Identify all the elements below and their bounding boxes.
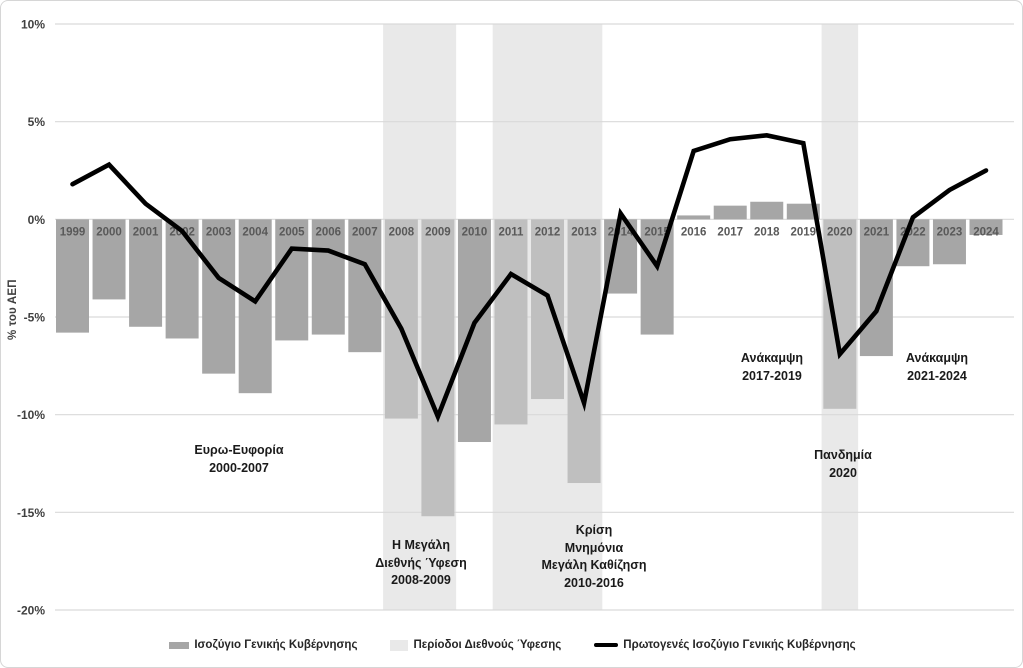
bar-2016: [677, 215, 711, 220]
legend-label-balance: Ισοζύγιο Γενικής Κυβέρνησης: [194, 639, 358, 651]
bar-2009: [421, 219, 455, 517]
year-label-2006: 2006: [315, 226, 341, 238]
annotation-0: Ευρω-Ευφορία 2000-2007: [194, 443, 284, 475]
y-axis-title: % του ΑΕΠ: [7, 279, 19, 341]
year-label-1999: 1999: [60, 226, 86, 238]
year-label-2007: 2007: [352, 226, 378, 238]
bar-2003: [202, 219, 236, 374]
bar-2000: [92, 219, 126, 300]
year-label-2005: 2005: [279, 226, 305, 238]
year-label-2015: 2015: [644, 226, 670, 238]
primary-line-swatch-icon: [594, 642, 619, 648]
legend: Ισοζύγιο Γενικής Κυβέρνησης Περίοδοι Διε…: [1, 639, 1022, 651]
year-label-2001: 2001: [133, 226, 159, 238]
bar-2006: [311, 219, 345, 335]
bar-2020: [823, 219, 857, 409]
recession-band-swatch-icon: [390, 639, 409, 651]
y-tick-label: -5%: [24, 311, 46, 325]
year-label-2003: 2003: [206, 226, 232, 238]
y-tick-label: -10%: [17, 408, 45, 422]
bar-2008: [384, 219, 418, 419]
year-label-2021: 2021: [864, 226, 890, 238]
year-label-2004: 2004: [242, 226, 268, 238]
year-label-2009: 2009: [425, 226, 451, 238]
year-label-2020: 2020: [827, 226, 853, 238]
balance-bar-swatch-icon: [169, 641, 190, 649]
y-tick-label: 10%: [21, 18, 45, 32]
year-label-2016: 2016: [681, 226, 707, 238]
year-label-2011: 2011: [499, 226, 525, 238]
annotation-3: Ανάκαμψη 2017-2019: [740, 351, 804, 383]
year-label-2008: 2008: [389, 226, 415, 238]
bar-2017: [713, 205, 747, 220]
bar-2002: [165, 219, 199, 339]
annotation-1: Η Μεγάλη Διεθνής Ύφεση 2008-2009: [375, 538, 467, 587]
year-label-2024: 2024: [973, 226, 999, 238]
year-label-2013: 2013: [571, 226, 597, 238]
bar-2018: [750, 201, 784, 220]
y-tick-label: -20%: [17, 604, 45, 618]
year-label-2018: 2018: [754, 226, 780, 238]
year-label-2012: 2012: [535, 226, 561, 238]
bar-2019: [786, 203, 820, 220]
annotation-2: Κρίση Μνημόνια Μεγάλη Καθίζηση 2010-2016: [541, 523, 647, 590]
legend-item-primary: Πρωτογενές Ισοζύγιο Γενικής Κυβέρνησης: [594, 639, 856, 651]
year-label-2023: 2023: [937, 226, 963, 238]
bar-2024: [969, 219, 1003, 235]
legend-label-primary: Πρωτογενές Ισοζύγιο Γενικής Κυβέρνησης: [623, 639, 856, 651]
bar-2010: [457, 219, 491, 443]
y-tick-label: 0%: [28, 213, 46, 227]
annotation-5: Ανάκαμψη 2021-2024: [905, 351, 969, 383]
year-label-2017: 2017: [717, 226, 743, 238]
year-label-2010: 2010: [462, 226, 488, 238]
y-tick-label: -15%: [17, 506, 45, 520]
legend-item-balance: Ισοζύγιο Γενικής Κυβέρνησης: [169, 639, 357, 651]
legend-item-recession: Περίοδοι Διεθνούς Ύφεσης: [390, 639, 561, 651]
bar-2011: [494, 219, 528, 425]
y-tick-label: 5%: [28, 115, 46, 129]
bar-1999: [56, 219, 89, 333]
year-label-2019: 2019: [791, 226, 817, 238]
bar-2023: [932, 219, 966, 265]
bar-2004: [238, 219, 272, 394]
bar-2012: [531, 219, 565, 400]
legend-label-recession: Περίοδοι Διεθνούς Ύφεσης: [413, 639, 562, 651]
bar-2001: [129, 219, 163, 327]
primary-balance-line: [70, 133, 989, 423]
annotation-4: Πανδημία 2020: [814, 448, 872, 480]
bar-2005: [275, 219, 309, 341]
year-label-2000: 2000: [96, 226, 122, 238]
